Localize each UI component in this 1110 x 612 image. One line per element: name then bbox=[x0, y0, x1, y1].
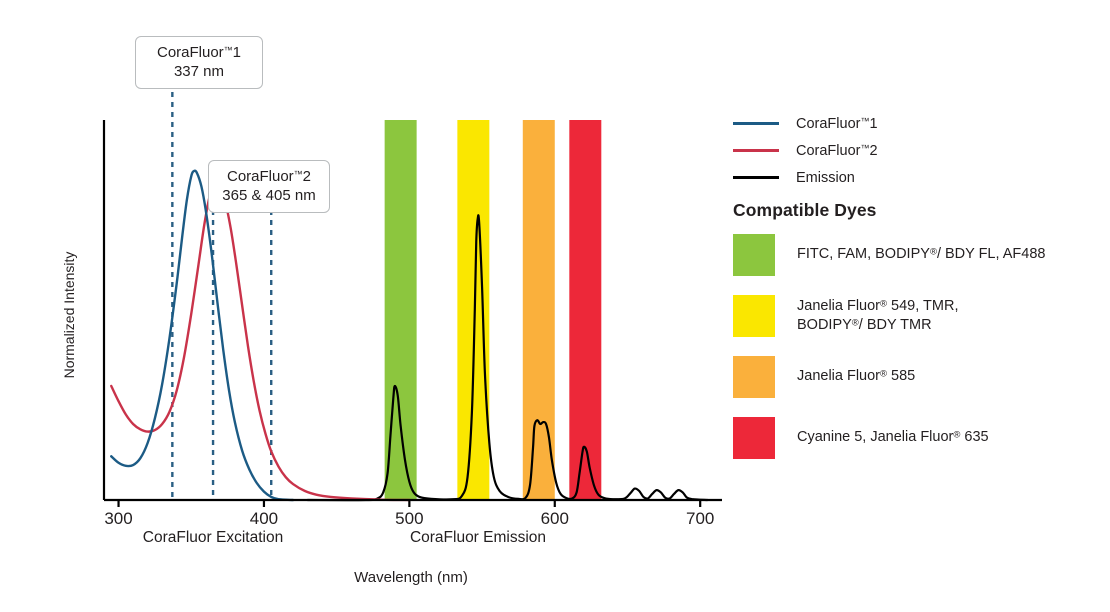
dye-label-line: Janelia Fluor® 585 bbox=[797, 368, 916, 385]
tick-label-500: 500 bbox=[395, 509, 423, 528]
curve-corafluor1 bbox=[110, 169, 295, 502]
trademark-symbol: ™ bbox=[860, 115, 870, 126]
dye-label-line: Janelia Fluor® 549, TMR, bbox=[797, 297, 959, 314]
legend-line-swatch bbox=[733, 122, 779, 125]
legend-label: Emission bbox=[796, 169, 855, 186]
tick-label-700: 700 bbox=[686, 509, 714, 528]
legend-row-2: CoraFluor™2 bbox=[733, 137, 1093, 164]
dye-green-row: FITC, FAM, BODIPY®/ BDY FL, AF488 bbox=[733, 234, 1103, 276]
red-band bbox=[569, 120, 602, 500]
dye-green-label: FITC, FAM, BODIPY®/ BDY FL, AF488 bbox=[797, 245, 1045, 264]
dye-yellow-swatch bbox=[733, 295, 775, 337]
curve-corafluor2 bbox=[110, 181, 411, 502]
emission-region-label: CoraFluor Emission bbox=[410, 529, 546, 546]
compatible-dyes-heading: Compatible Dyes bbox=[733, 200, 877, 220]
trademark-symbol: ™ bbox=[293, 169, 303, 180]
x-axis-label: Wavelength (nm) bbox=[354, 569, 468, 586]
dye-label-line: FITC, FAM, BODIPY®/ BDY FL, AF488 bbox=[797, 246, 1046, 263]
dye-red-row: Cyanine 5, Janelia Fluor® 635 bbox=[733, 417, 1103, 459]
legend-row-3: Emission bbox=[733, 164, 1093, 191]
dye-label-line: Cyanine 5, Janelia Fluor® 635 bbox=[797, 429, 989, 446]
dye-orange-swatch bbox=[733, 356, 775, 398]
dye-red-swatch bbox=[733, 417, 775, 459]
registered-symbol: ® bbox=[880, 298, 888, 310]
cora2-callout: CoraFluor™2 365 & 405 nm bbox=[208, 160, 330, 214]
tick-label-300: 300 bbox=[104, 509, 132, 528]
curve-emission bbox=[306, 214, 709, 502]
cora1-callout-title: CoraFluor™1 bbox=[156, 44, 242, 61]
cora1-callout-value: 337 nm bbox=[173, 63, 225, 81]
dye-red-label: Cyanine 5, Janelia Fluor® 635 bbox=[797, 428, 989, 447]
legend-row-1: CoraFluor™1 bbox=[733, 110, 1093, 137]
excitation-region-label: CoraFluor Excitation bbox=[143, 529, 283, 546]
band-group bbox=[384, 120, 602, 500]
y-axis-label: Normalized Intensity bbox=[61, 252, 77, 379]
series-legend: CoraFluor™1 CoraFluor™2 Emission bbox=[733, 110, 1093, 191]
cora2-callout-value: 365 & 405 nm bbox=[222, 187, 316, 205]
registered-symbol: ® bbox=[880, 368, 888, 380]
compatible-dyes-list: FITC, FAM, BODIPY®/ BDY FL, AF488 Janelia… bbox=[733, 234, 1103, 478]
legend-label: CoraFluor™1 bbox=[796, 115, 878, 132]
registered-symbol: ® bbox=[851, 317, 859, 329]
dye-label-line: BODIPY®/ BDY TMR bbox=[797, 317, 932, 333]
tick-label-600: 600 bbox=[541, 509, 569, 528]
trademark-symbol: ™ bbox=[223, 45, 233, 56]
dye-orange-row: Janelia Fluor® 585 bbox=[733, 356, 1103, 398]
legend-line-swatch bbox=[733, 176, 779, 179]
axes bbox=[102, 120, 722, 502]
tick-label-400: 400 bbox=[250, 509, 278, 528]
x-axis-ticks: 300 400 500 600 700 bbox=[104, 500, 714, 528]
excitation-dash-lines bbox=[171, 92, 273, 500]
cora1-callout: CoraFluor™1 337 nm bbox=[135, 36, 263, 90]
legend-label: CoraFluor™2 bbox=[796, 142, 878, 159]
dye-green-swatch bbox=[733, 234, 775, 276]
trademark-symbol: ™ bbox=[860, 142, 870, 153]
registered-symbol: ® bbox=[953, 429, 961, 441]
legend-line-swatch bbox=[733, 149, 779, 152]
dye-yellow-label: Janelia Fluor® 549, TMR, BODIPY®/ BDY TMR bbox=[797, 297, 958, 335]
yellow-band bbox=[457, 120, 490, 500]
registered-symbol: ® bbox=[929, 246, 937, 258]
dye-yellow-row: Janelia Fluor® 549, TMR, BODIPY®/ BDY TMR bbox=[733, 295, 1103, 337]
dye-orange-label: Janelia Fluor® 585 bbox=[797, 367, 915, 386]
cora2-callout-title: CoraFluor™2 bbox=[226, 168, 312, 185]
